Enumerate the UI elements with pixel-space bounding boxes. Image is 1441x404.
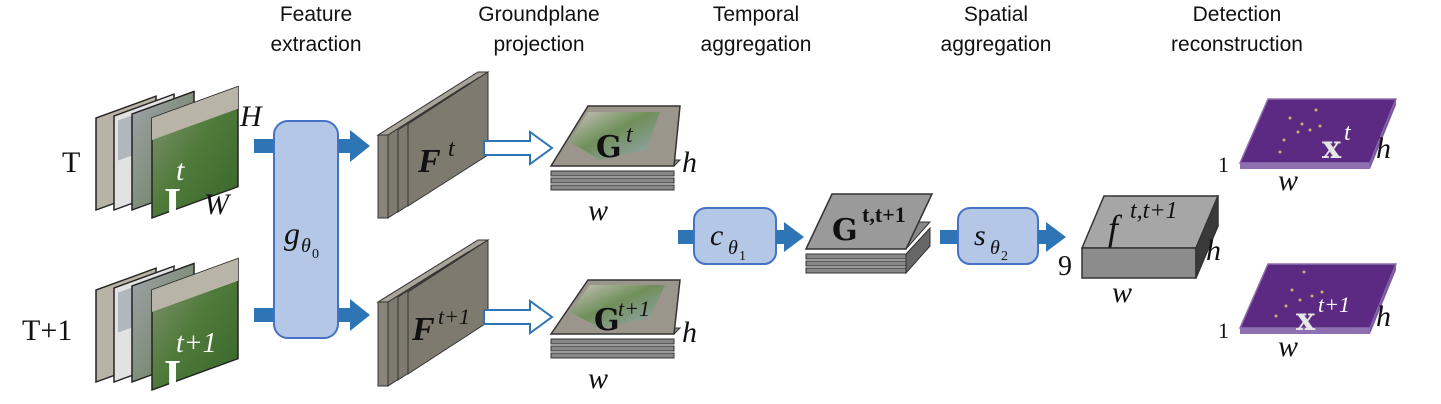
feature-superscript-top: t	[448, 136, 456, 162]
detection-dim-h-bottom: h	[1376, 300, 1391, 333]
groundplane-symbol-bottom: G	[594, 303, 620, 338]
stage-title-feature-line2: extraction	[270, 33, 361, 56]
encoder-subsubscript: 0	[312, 247, 319, 262]
projection-arrows	[483, 130, 554, 335]
groundplane-dim-w-bottom: w	[588, 362, 608, 395]
groundplane-superscript-top: t	[626, 122, 634, 148]
encoder-symbol: g	[284, 215, 300, 251]
detection-map-top: x t 1 h w	[1218, 98, 1398, 197]
encoder-subscript: θ	[301, 235, 311, 257]
stage-title-temporal-line1: Temporal	[713, 3, 799, 26]
detection-channels-bottom: 1	[1218, 318, 1229, 343]
groundplane-dim-w-top: w	[588, 194, 608, 227]
groundplane-symbol-top: G	[596, 130, 622, 165]
detection-symbol-top: x	[1322, 128, 1342, 166]
spatial-subsubscript: 2	[1001, 249, 1008, 264]
spatial-symbol: s	[974, 219, 986, 252]
stage-title-detection-line1: Detection	[1193, 3, 1282, 26]
groundplane-dim-h-bottom: h	[682, 316, 697, 349]
output-dim-h: h	[1206, 234, 1221, 267]
feature-map-top: F t	[376, 71, 490, 219]
feature-symbol-bottom: F	[411, 311, 435, 348]
spatial-subscript: θ	[990, 237, 1000, 259]
temporal-module: c θ 1	[678, 207, 804, 265]
aggregate-superscript: t,t+1	[862, 202, 906, 227]
stage-title-spatial-line1: Spatial	[964, 3, 1028, 26]
groundplane-superscript-bottom: t+1	[618, 296, 650, 321]
output-dim-w: w	[1112, 276, 1132, 309]
output-channels: 9	[1058, 251, 1072, 282]
frame-symbol-top: I	[164, 179, 181, 228]
stage-titles: Feature extraction Groundplane projectio…	[270, 3, 1302, 56]
detection-dim-h-top: h	[1376, 132, 1391, 165]
detection-symbol-bottom: x	[1296, 300, 1316, 338]
frame-superscript-bottom: t+1	[176, 328, 217, 359]
encoder-module: g θ 0	[273, 120, 339, 339]
stage-title-temporal-line2: aggregation	[701, 33, 812, 56]
detection-dim-w-bottom: w	[1278, 330, 1298, 363]
detection-superscript-top: t	[1344, 120, 1352, 146]
feature-symbol-top: F	[417, 143, 441, 180]
input-label-t1: T+1	[22, 314, 72, 347]
feature-superscript-bottom: t+1	[438, 304, 470, 329]
output-superscript: t,t+1	[1130, 198, 1178, 224]
input-stack-bottom: T+1 I t+1	[22, 257, 239, 400]
dim-w-label: W	[204, 188, 232, 221]
dim-h-label: H	[239, 100, 264, 133]
arrows-encoder	[254, 130, 370, 331]
stage-title-spatial-line2: aggregation	[941, 33, 1052, 56]
temporal-subsubscript: 1	[739, 249, 746, 264]
groundplane-dim-h-top: h	[682, 146, 697, 179]
stage-title-feature-line1: Feature	[280, 3, 352, 26]
spatial-module: s θ 2	[940, 207, 1066, 265]
groundplane-bottom: G t+1 h w	[549, 279, 697, 395]
frame-symbol-bottom: I	[164, 351, 181, 400]
temporal-symbol: c	[710, 219, 723, 252]
aggregate-stack: G t,t+1	[804, 193, 934, 275]
stage-title-groundplane-line1: Groundplane	[478, 3, 599, 26]
detection-dim-w-top: w	[1278, 164, 1298, 197]
groundplane-top: G t h w	[549, 105, 697, 227]
detection-channels-top: 1	[1218, 152, 1229, 177]
detection-superscript-bottom: t+1	[1318, 292, 1350, 317]
stage-title-detection-line2: reconstruction	[1171, 33, 1303, 56]
output-block: f t,t+1 9 h w	[1058, 195, 1221, 309]
stage-title-groundplane-line2: projection	[493, 33, 584, 56]
temporal-subscript: θ	[728, 237, 738, 259]
aggregate-symbol: G	[832, 213, 858, 248]
feature-map-bottom: F t+1	[376, 239, 490, 387]
detection-map-bottom: x t+1 1 h w	[1218, 263, 1398, 363]
frame-superscript-top: t	[176, 154, 185, 187]
input-label-t: T	[62, 146, 80, 179]
input-stack-top: T I t H W	[62, 85, 264, 228]
